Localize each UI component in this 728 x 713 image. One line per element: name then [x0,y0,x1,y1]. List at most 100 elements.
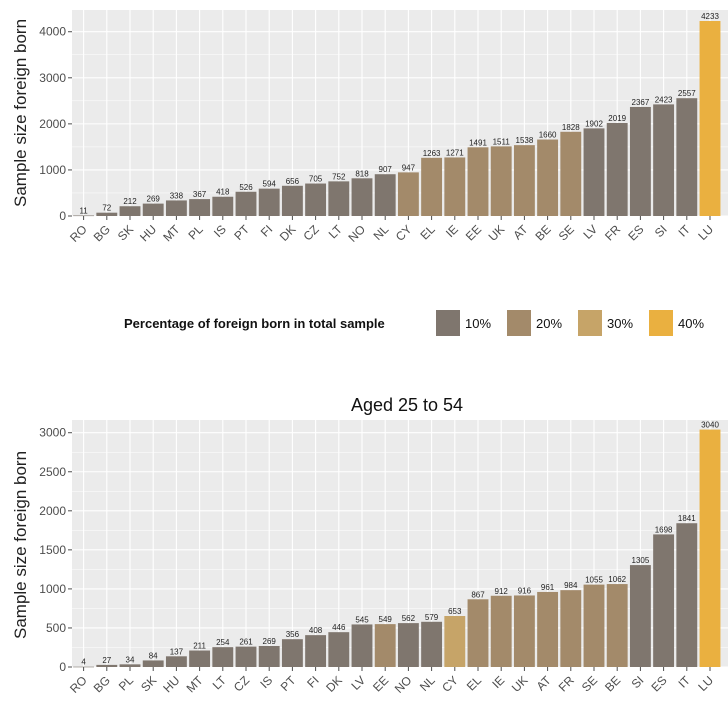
x-tick-label: SK [115,222,136,243]
bar-dk [281,185,303,216]
legend-item-40pct: 40% [649,310,704,336]
bar-dk [328,632,350,667]
legend-item-20pct: 20% [507,310,562,336]
value-label: 1698 [655,525,673,534]
value-label: 4233 [701,12,719,21]
bar-cy [397,172,419,216]
value-label: 907 [379,165,393,174]
value-label: 338 [170,191,184,200]
bar-no [351,178,373,216]
x-tick-label: PL [116,673,137,694]
x-tick-label: MT [160,222,183,245]
y-tick-label: 3000 [39,71,66,85]
x-tick-label: BE [602,673,623,694]
bar-es [653,534,675,667]
value-label: 27 [102,656,111,665]
bar-is [212,196,234,216]
y-tick-label: 1000 [39,582,66,596]
value-label: 705 [309,175,323,184]
y-tick-label: 1500 [39,543,66,557]
value-label: 545 [355,615,369,624]
bars [73,429,721,668]
legend-title: Percentage of foreign born in total samp… [124,316,385,331]
bar-it [676,98,698,216]
value-label: 1062 [608,575,626,584]
value-label: 916 [518,586,532,595]
x-tick-label: PL [185,222,206,243]
bar-el [467,599,489,667]
bar-sk [119,206,141,216]
y-axis-label: Sample size foreign born [11,19,30,207]
value-label: 418 [216,188,230,197]
value-label: 261 [239,638,253,647]
y-tick-label: 3000 [39,426,66,440]
bar-sk [142,660,164,667]
legend-label: 40% [678,316,704,331]
bar-fi [258,188,280,216]
bar-si [653,104,675,216]
y-tick-label: 0 [59,660,66,674]
y-tick-label: 1000 [39,163,66,177]
bar-ie [490,595,512,667]
legend-swatch [507,310,531,336]
x-tick-label: LV [580,222,600,242]
x-tick-label: IS [257,673,275,691]
value-label: 549 [379,615,393,624]
value-label: 137 [170,647,184,656]
x-tick-label: IE [443,222,461,240]
bar-ro [73,666,95,668]
value-label: 752 [332,172,346,181]
y-tick-label: 0 [59,209,66,223]
x-tick-label: NL [417,673,438,694]
value-label: 984 [564,581,578,590]
bar-el [421,157,443,216]
bar-lv [351,624,373,667]
x-tick-label: EE [370,673,391,694]
bar-se [583,584,605,667]
bar-no [397,623,419,667]
legend-swatch [436,310,460,336]
y-tick-label: 4000 [39,25,66,39]
bar-at [537,591,559,667]
x-tick-label: SE [556,222,577,243]
bar-hu [142,203,164,216]
x-tick-label: IE [489,673,507,691]
y-tick-label: 2000 [39,117,66,131]
bar-uk [490,146,512,216]
bar-cz [235,646,257,667]
x-tick-label: UK [486,222,508,244]
bar-be [537,139,559,216]
bar-hu [165,656,187,667]
value-label: 818 [355,169,369,178]
value-label: 2423 [655,95,673,104]
value-label: 212 [123,197,137,206]
bar-pt [235,191,257,216]
x-tick-label: BG [91,222,113,244]
value-label: 84 [149,651,158,660]
value-label: 653 [448,607,462,616]
value-label: 2557 [678,89,696,98]
bar-si [629,565,651,667]
x-tick-label: LT [210,673,230,693]
value-label: 211 [193,642,206,651]
value-label: 579 [425,613,439,622]
bar-pl [189,199,211,216]
value-label: 446 [332,623,346,632]
value-label: 269 [147,195,161,204]
x-tick-label: IS [211,222,229,240]
y-tick-label: 2500 [39,465,66,479]
bar-se [560,131,582,216]
bar-is [258,645,280,667]
value-label: 867 [471,590,485,599]
x-tick-label: RO [67,673,90,696]
x-tick-label: DK [323,673,345,695]
value-label: 254 [216,638,230,647]
x-tick-label: NL [371,222,392,243]
value-label: 961 [541,583,555,592]
bar-fr [560,590,582,667]
legend-label: 30% [607,316,633,331]
bar-uk [513,595,535,667]
x-tick-label: HU [137,222,159,244]
legend: Percentage of foreign born in total samp… [124,310,704,336]
